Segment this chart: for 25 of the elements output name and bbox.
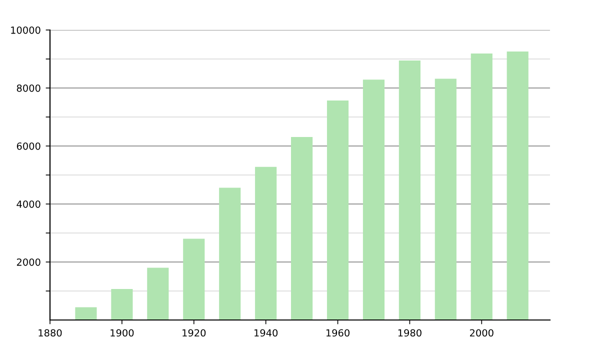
bar xyxy=(219,188,241,320)
x-tick-label: 1880 xyxy=(38,329,62,337)
bar xyxy=(291,137,313,320)
bar xyxy=(362,80,385,320)
y-tick-label: 6000 xyxy=(16,142,40,150)
x-tick-label: 1940 xyxy=(254,329,278,337)
x-tick-label: 1980 xyxy=(398,329,422,337)
y-tick-label: 2000 xyxy=(16,258,40,266)
bar xyxy=(398,60,421,320)
x-tick-label: 1960 xyxy=(326,329,350,337)
x-tick-label: 1920 xyxy=(182,329,206,337)
y-tick-label: 10000 xyxy=(11,26,40,34)
y-tick-label: 4000 xyxy=(16,200,40,208)
bar xyxy=(147,268,169,320)
x-tick-label: 1900 xyxy=(110,329,134,337)
bar xyxy=(434,78,456,320)
bar xyxy=(75,307,97,320)
bar xyxy=(111,288,133,320)
bar xyxy=(326,100,349,320)
bar xyxy=(255,166,277,320)
y-tick-label: 8000 xyxy=(16,84,40,92)
bar xyxy=(506,51,528,320)
bar xyxy=(183,238,205,320)
bar xyxy=(470,53,492,320)
x-tick-label: 2000 xyxy=(470,329,494,337)
